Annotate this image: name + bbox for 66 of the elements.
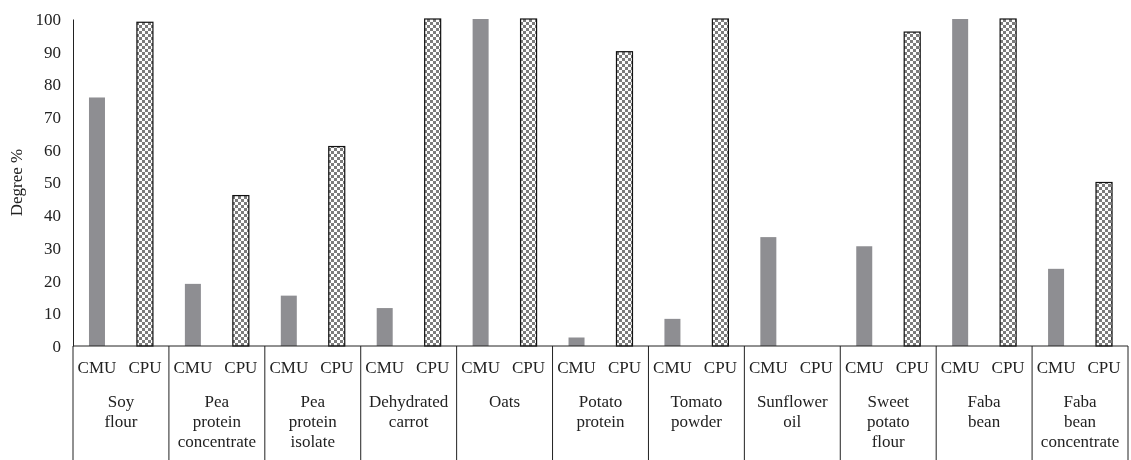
x-tick-label: Oats [489, 392, 521, 411]
x-tick-label: Soy flour [104, 392, 138, 431]
bar [856, 246, 873, 346]
text: CPU [224, 358, 258, 377]
x-tick-label: Dehydrated carrot [369, 392, 449, 431]
y-tick-label: 100 [35, 9, 61, 29]
text: CPU [991, 358, 1025, 377]
x-tick-label: Faba bean concentrate [1040, 392, 1120, 451]
bar [568, 337, 585, 346]
text: CPU [128, 358, 162, 377]
bar [184, 283, 201, 346]
text: CMU [940, 358, 980, 377]
y-tick-label: 10 [44, 304, 61, 324]
y-tick-label: 50 [44, 173, 61, 193]
bar [136, 21, 154, 347]
y-tick-label: 80 [44, 75, 61, 95]
bar [328, 145, 346, 347]
series-label: CMU [77, 358, 117, 377]
y-tick-label: 20 [44, 271, 61, 291]
x-tick-label: Faba bean [967, 392, 1002, 431]
bar [999, 18, 1017, 347]
bar [952, 19, 969, 346]
series-label: CPU [895, 358, 929, 377]
bar [519, 18, 538, 347]
bar [615, 51, 634, 347]
x-tick-label: Pea protein isolate [288, 392, 338, 451]
x-tick-label: Pea protein concentrate [177, 392, 257, 451]
bar [711, 18, 729, 347]
text: CPU [416, 358, 450, 377]
bar [376, 308, 393, 346]
text: CMU [844, 358, 884, 377]
text: CMU [748, 358, 788, 377]
text: CMU [173, 358, 213, 377]
y-tick-label: 30 [44, 238, 61, 258]
y-tick-label: 40 [44, 206, 61, 226]
y-tick-label: 0 [52, 336, 61, 356]
x-tick-label: Sweet potato flour [866, 392, 910, 451]
text: CPU [799, 358, 833, 377]
bar [760, 237, 777, 346]
y-tick-label: 60 [44, 140, 61, 160]
text: CMU [557, 358, 596, 377]
text: CMU [1036, 358, 1076, 377]
bar [1095, 181, 1113, 347]
bar [424, 18, 442, 347]
text: CMU [653, 358, 692, 377]
text: CMU [461, 358, 500, 377]
bar [232, 194, 250, 347]
bar [280, 295, 297, 346]
text: CPU [607, 358, 642, 377]
text: CPU [512, 358, 546, 377]
bar [903, 31, 921, 347]
bar [88, 97, 105, 346]
x-tick-label: Potato protein [576, 392, 626, 431]
bar [664, 318, 681, 346]
text: CPU [320, 358, 354, 377]
bar [1048, 268, 1065, 346]
text: CPU [1087, 358, 1121, 377]
y-axis-title: Degree % [7, 148, 26, 217]
x-tick-label: Sunflower oil [756, 392, 829, 431]
text: CMU [269, 358, 309, 377]
x-tick-label: Tomato powder [670, 392, 723, 431]
text: CPU [703, 358, 737, 377]
y-tick-label: 90 [44, 42, 61, 62]
text: CMU [365, 358, 405, 377]
y-tick-label: 70 [44, 108, 61, 128]
bar [472, 19, 489, 346]
